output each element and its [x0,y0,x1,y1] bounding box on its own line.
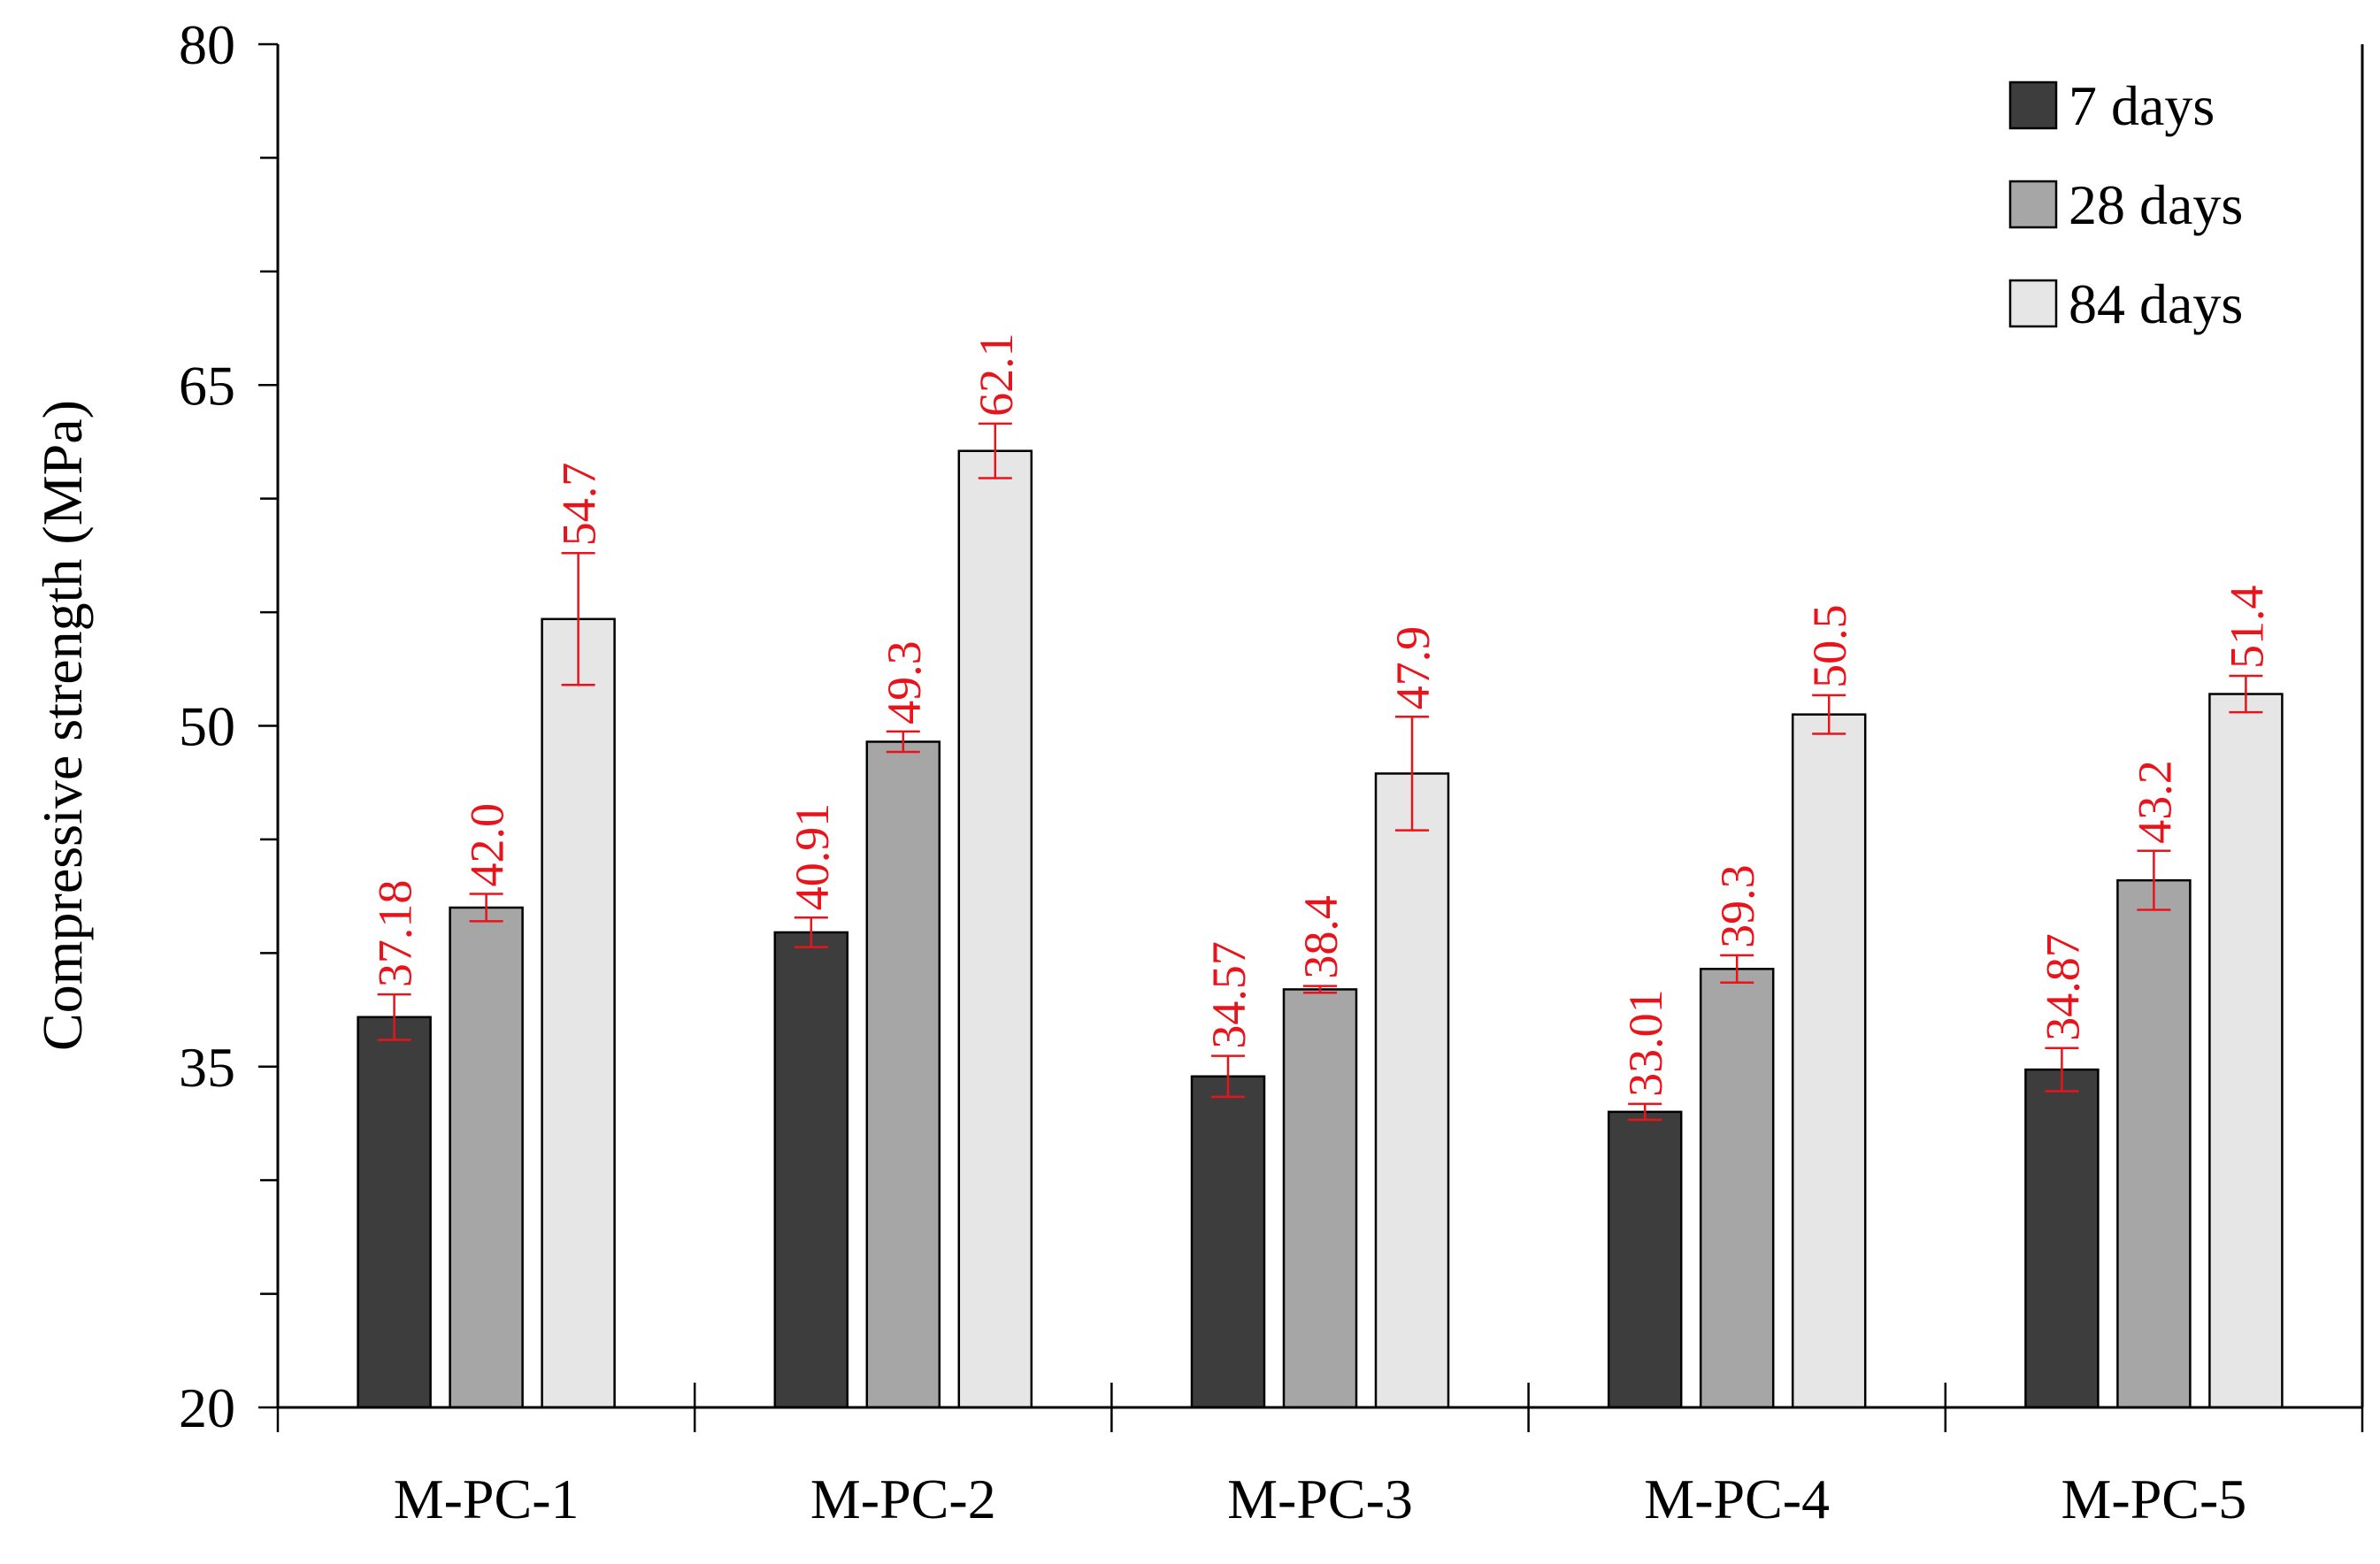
bar [1282,988,1358,1409]
bars [357,449,2284,1409]
bar [1190,1075,1266,1409]
x-tick-label: M-PC-3 [1227,1468,1413,1530]
x-tick-label: M-PC-1 [394,1468,580,1530]
bar [1791,713,1867,1409]
data-label: 54.7 [553,463,606,547]
bar [2116,878,2192,1409]
y-tick-label: 50 [179,695,235,758]
data-label: 40.91 [786,803,839,911]
y-axis-ticks: 20 35 50 65 80 [179,13,278,1439]
data-label: 47.9 [1386,626,1440,710]
legend-label: 28 days [2069,173,2243,236]
y-axis-title: Compressive strength (MPa) [31,400,94,1051]
data-label: 62.1 [970,333,1023,417]
bar [1699,968,1775,1409]
data-label: 34.87 [2036,933,2089,1041]
x-tick-label: M-PC-5 [2061,1468,2246,1530]
legend: 7 days 28 days 84 days [2008,74,2243,335]
y-tick-label: 80 [179,13,235,76]
x-axis-ticks: M-PC-1 M-PC-2 M-PC-3 M-PC-4 M-PC-5 [276,1383,2364,1530]
data-label: 38.4 [1294,895,1347,979]
x-tick-label: M-PC-2 [810,1468,996,1530]
legend-swatch [2008,180,2058,229]
bar [2024,1068,2100,1409]
bar [357,1016,432,1409]
y-tick-label: 20 [179,1376,235,1439]
y-tick-label: 35 [179,1036,235,1099]
data-label: 37.18 [369,880,422,988]
data-label: 49.3 [878,640,931,724]
bar [865,740,941,1409]
axes [276,44,2364,1409]
bar [957,449,1033,1409]
y-tick-label: 65 [179,354,235,417]
bar [1607,1110,1683,1409]
legend-label: 84 days [2069,272,2243,335]
legend-swatch [2008,80,2058,130]
data-label: 34.57 [1202,941,1255,1049]
x-tick-label: M-PC-4 [1644,1468,1830,1530]
data-label: 50.5 [1803,604,1856,688]
bar [541,617,616,1409]
data-label: 51.4 [2220,585,2273,669]
legend-label: 7 days [2069,74,2215,137]
data-labels: 37.18 42.0 54.7 40.91 49.3 62.1 34.57 38.4 47.9 3… [369,333,2274,1096]
bar [2208,693,2284,1409]
data-label: 43.2 [2128,760,2181,844]
error-bars [377,422,2263,1122]
bar [1374,772,1450,1409]
data-label: 39.3 [1711,864,1764,948]
data-label: 33.01 [1619,989,1672,1097]
legend-swatch [2008,279,2058,328]
data-label: 42.0 [461,803,514,887]
bar [773,931,849,1409]
bar [449,906,524,1409]
